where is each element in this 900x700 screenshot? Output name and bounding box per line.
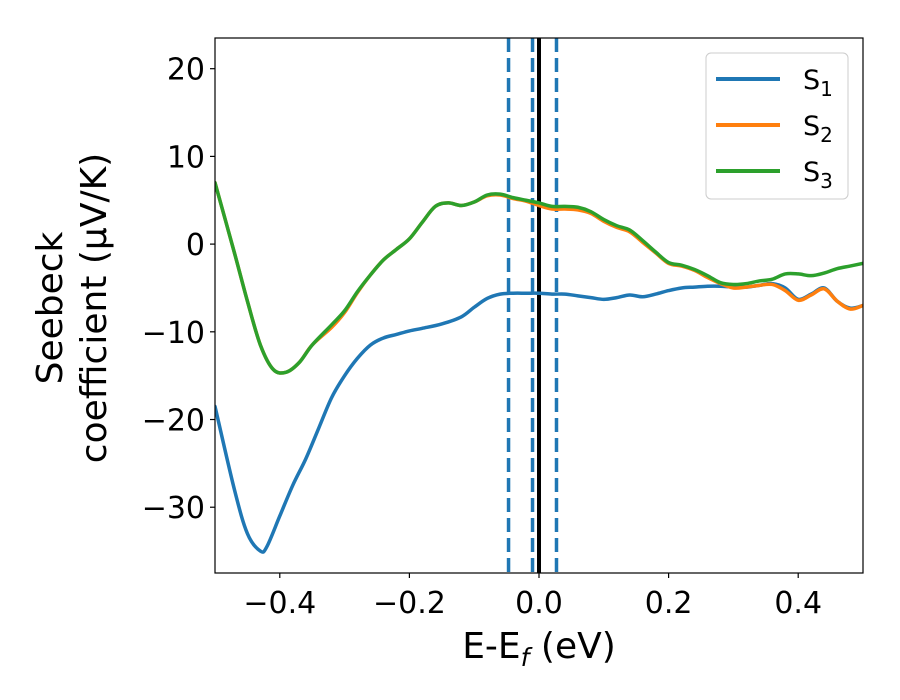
y-tick-label: −10	[142, 316, 205, 351]
legend: S1 S2 S3	[705, 52, 849, 200]
series-lines	[215, 180, 863, 554]
legend-label-s1: S1	[803, 65, 833, 101]
x-tick-label: 0.4	[774, 586, 822, 621]
y-tick-label: 0	[186, 228, 205, 263]
y-tick-label: 20	[167, 53, 205, 88]
series-line-s3	[215, 180, 863, 375]
x-axis: −0.4 −0.2 0.0 0.2 0.4	[243, 573, 822, 621]
reference-lines	[506, 38, 559, 573]
x-axis-title: E-Ef (eV)	[462, 626, 616, 672]
y-axis-title: Seebeck coefficient (μV/K)	[30, 153, 115, 463]
y-tick-label: −30	[142, 491, 205, 526]
y-tick-label: −20	[142, 404, 205, 439]
legend-label-s2: S2	[803, 111, 833, 147]
x-tick-label: 0.2	[645, 586, 693, 621]
y-axis-title-line-2: coefficient (μV/K)	[74, 153, 115, 463]
x-tick-label: −0.2	[373, 586, 446, 621]
y-axis: 20 10 0 −10 −20 −30	[142, 53, 215, 526]
y-tick-label: 10	[167, 140, 205, 175]
x-tick-label: 0.0	[515, 586, 563, 621]
legend-label-s3: S3	[803, 157, 833, 193]
series-line-s2	[215, 180, 863, 375]
y-axis-title-line-1: Seebeck	[30, 231, 71, 384]
x-tick-label: −0.4	[243, 586, 316, 621]
